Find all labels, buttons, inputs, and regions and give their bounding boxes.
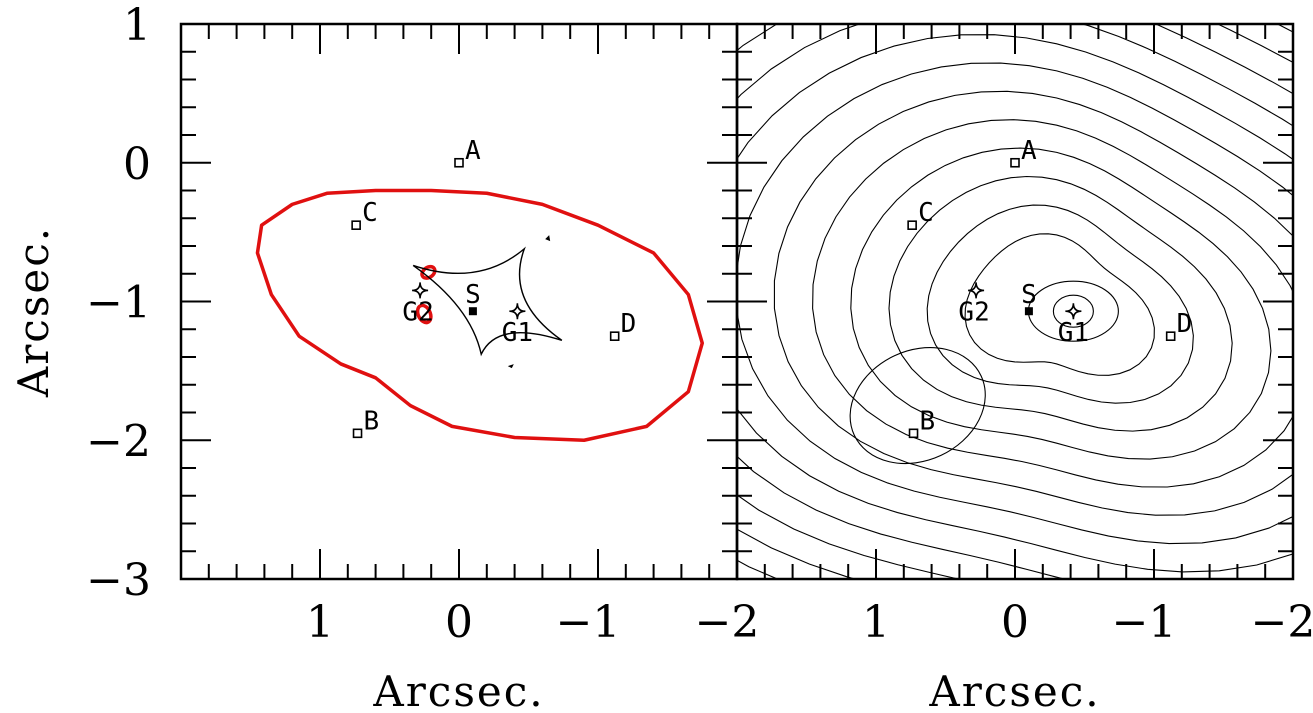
contour-line	[737, 24, 1293, 579]
point-marker-a	[1010, 157, 1020, 168]
point-marker-b	[908, 428, 919, 439]
critical-curve-inner-top	[420, 264, 437, 280]
contour-line	[964, 233, 1155, 376]
point-label-c: C	[362, 198, 378, 228]
x-tick-label: 0	[445, 597, 473, 648]
plot-frame	[179, 22, 739, 581]
point-label-g1: G1	[1058, 318, 1089, 348]
x-tick-label: −2	[1251, 597, 1313, 648]
point-marker-s	[468, 307, 477, 316]
contour-line	[737, 24, 1293, 579]
contour-core-g1	[1052, 294, 1094, 328]
point-label-g1: G1	[502, 318, 533, 348]
y-tick-label: 0	[123, 139, 151, 190]
point-marker-d	[609, 331, 620, 341]
caustic	[412, 246, 563, 357]
point-label-b: B	[920, 406, 936, 436]
contour-line	[737, 24, 1293, 579]
point-marker-g1	[1065, 303, 1082, 320]
right-panel: 1 0 −1 −2 Arcsec. A C B D S G1 G2	[735, 22, 1313, 713]
contour-line	[737, 62, 1293, 545]
contour-line	[737, 34, 1293, 573]
x-tick-label: 1	[306, 597, 334, 648]
point-label-g2: G2	[402, 297, 433, 327]
critical-curve-inner-bottom	[415, 303, 433, 325]
point-marker-g2	[968, 282, 985, 299]
plot-area	[737, 24, 1293, 579]
plot-area	[255, 188, 704, 442]
x-tick-label: −1	[556, 597, 621, 648]
y-tick-label: −3	[86, 555, 151, 606]
point-label-d: D	[1177, 309, 1193, 339]
point-label-s: S	[1021, 280, 1037, 310]
point-label-c: C	[918, 198, 934, 228]
contour-line	[926, 204, 1194, 404]
point-marker-a	[454, 157, 464, 168]
point-marker-c	[907, 220, 917, 230]
x-axis-title: Arcsec.	[928, 667, 1100, 713]
contour-line	[812, 119, 1293, 488]
x-tick-label: −1	[1112, 597, 1177, 648]
point-label-s: S	[465, 280, 481, 310]
y-axis-title: Arcsec.	[9, 226, 58, 398]
y-tick-label: −1	[86, 278, 151, 329]
point-label-a: A	[465, 136, 481, 166]
point-label-b: B	[364, 406, 380, 436]
y-tick-label: 1	[123, 0, 151, 51]
point-label-g2: G2	[958, 297, 989, 327]
point-marker-g2	[412, 282, 429, 299]
point-marker-b	[352, 428, 363, 439]
left-panel: 1 0 −1 −2 Arcsec. 1 0 −1 −2 −3 Arcsec. A C B D S G1 G2	[9, 0, 759, 713]
x-tick-label: 0	[1001, 597, 1029, 648]
point-marker-g1	[509, 303, 526, 320]
point-marker-s	[1024, 307, 1033, 316]
point-label-a: A	[1021, 136, 1037, 166]
caustic-cusp-bottom	[507, 364, 514, 369]
point-label-d: D	[621, 309, 637, 339]
y-tick-label: −2	[86, 416, 151, 467]
contour-line	[773, 90, 1293, 516]
contour-line	[888, 175, 1233, 432]
contour-line	[850, 147, 1272, 460]
x-axis-title: Arcsec.	[372, 667, 544, 713]
x-tick-label: 1	[862, 597, 890, 648]
x-tick-label: −2	[695, 597, 760, 648]
critical-curve	[255, 188, 704, 442]
point-marker-c	[351, 220, 361, 230]
plot-frame	[735, 22, 1295, 581]
point-marker-d	[1165, 331, 1176, 341]
contour-lobe-b	[849, 347, 986, 465]
caustic-cusp-top	[545, 235, 551, 242]
